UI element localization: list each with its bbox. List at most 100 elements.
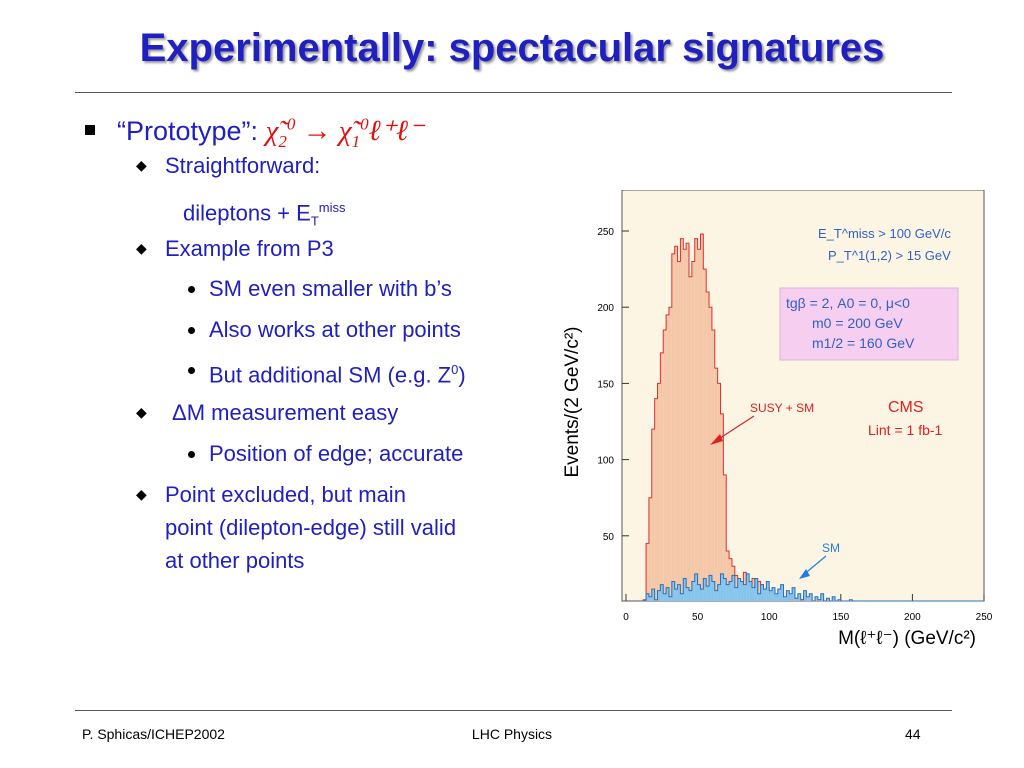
bar-susy-sm: [700, 234, 704, 601]
bar-sm: [772, 587, 775, 601]
bar-susy-sm: [703, 269, 707, 601]
bar-sm: [789, 593, 793, 601]
bar-sm: [648, 596, 652, 601]
diamond-bullet-icon: ◆: [136, 486, 147, 502]
bar-susy-sm: [691, 261, 695, 601]
bar-sm: [691, 581, 695, 601]
bar-sm: [706, 586, 710, 601]
bar-susy-sm: [666, 314, 669, 601]
bar-sm: [711, 581, 715, 601]
item-dileptons: dileptons + ETmiss: [183, 200, 346, 229]
bar-susy-sm: [726, 551, 730, 601]
bar-sm: [794, 598, 798, 601]
bar-susy-sm: [663, 330, 667, 601]
item-additional-sm: But additional SM (e.g. Z0): [209, 362, 466, 388]
bar-susy-sm: [646, 543, 649, 601]
y-tick-label: 150: [597, 379, 614, 390]
x-axis-label: M(ℓ⁺ℓ⁻) (GeV/c²): [838, 628, 976, 649]
bar-sm: [660, 584, 664, 601]
decay-formula: χ̃20 → χ̃10ℓ⁺ℓ⁻: [265, 114, 424, 151]
bar-susy-sm: [697, 249, 701, 601]
x-tick-label: 250: [976, 612, 993, 623]
bar-susy-sm: [720, 413, 724, 601]
item-point-excluded-1: Point excluded, but main: [165, 482, 406, 507]
item-delta-m: ΔM measurement easy: [172, 400, 399, 425]
slide-title: Experimentally: spectacular signatures: [139, 26, 885, 70]
bar-susy-sm: [714, 368, 718, 601]
bar-sm: [674, 589, 678, 601]
bar-sm: [786, 590, 790, 601]
bar-sm: [729, 581, 732, 601]
bar-sm: [654, 599, 658, 601]
bar-sm: [766, 581, 770, 601]
bar-sm: [777, 589, 781, 601]
bar-susy-sm: [654, 398, 658, 601]
bar-susy-sm: [689, 276, 692, 601]
y-tick-label: 250: [597, 227, 614, 238]
bar-susy-sm: [643, 599, 647, 601]
bar-sm: [671, 581, 675, 601]
bar-susy-sm: [686, 243, 690, 601]
bar-sm: [757, 593, 761, 601]
bar-sm: [683, 578, 687, 601]
susy-sm-label: SUSY + SM: [750, 401, 814, 415]
bar-sm: [737, 578, 741, 601]
cms-label: CMS: [888, 399, 924, 416]
bar-sm: [697, 584, 701, 601]
bar-sm: [714, 590, 718, 601]
bar-sm: [723, 578, 727, 601]
lumi-label: Lint = 1 fb-1: [868, 422, 943, 438]
bar-sm: [797, 593, 801, 601]
footer-page-number: 44: [905, 726, 921, 742]
bar-sm: [774, 593, 778, 601]
bar-susy-sm: [723, 474, 727, 601]
item-other-points: Also works at other points: [209, 317, 461, 342]
bar-sm: [680, 593, 684, 601]
bar-sm: [703, 578, 707, 601]
bar-sm: [837, 599, 841, 601]
bar-sm: [689, 590, 692, 601]
item-sm-smaller: SM even smaller with b’s: [209, 276, 452, 301]
bar-susy-sm: [651, 429, 655, 601]
sm-arrow-head: [799, 569, 810, 579]
bar-susy-sm: [711, 330, 715, 601]
item-edge-position: Position of edge; accurate: [209, 441, 464, 466]
sm-label: SM: [822, 541, 840, 555]
bar-sm: [809, 593, 813, 601]
bar-sm: [806, 596, 810, 601]
title-divider: [75, 92, 952, 93]
item-example-p3: Example from P3: [165, 236, 334, 261]
bar-susy-sm: [671, 253, 675, 602]
bar-sm: [754, 578, 758, 601]
bar-sm: [677, 584, 681, 601]
diamond-bullet-icon: ◆: [136, 404, 147, 420]
x-tick-label: 50: [692, 612, 704, 623]
params-line-2: m0 = 200 GeV: [812, 315, 903, 331]
bar-sm: [769, 590, 773, 601]
dot-bullet-icon: [188, 327, 195, 334]
bar-sm: [746, 573, 750, 601]
bar-sm: [668, 596, 672, 601]
bar-susy-sm: [683, 249, 687, 601]
bar-sm: [792, 587, 795, 601]
bar-sm: [717, 584, 721, 601]
y-tick-label: 200: [597, 303, 614, 314]
bar-sm: [726, 584, 730, 601]
bar-sm: [826, 598, 830, 601]
dot-bullet-icon: [188, 286, 195, 293]
bar-susy-sm: [694, 238, 698, 601]
diamond-bullet-icon: ◆: [136, 240, 147, 256]
bar-susy-sm: [757, 581, 761, 601]
params-line-1: tgβ = 2, A0 = 0, μ<0: [786, 295, 910, 311]
bar-susy-sm: [648, 497, 652, 601]
bar-sm: [731, 575, 735, 601]
bar-sm: [686, 587, 690, 601]
bar-sm: [720, 573, 724, 601]
x-tick-label: 0: [623, 612, 629, 623]
bar-sm: [849, 599, 853, 601]
bar-sm: [734, 587, 738, 601]
bar-sm: [651, 589, 655, 601]
bar-sm: [694, 573, 698, 601]
susy-arrow-head: [710, 434, 723, 445]
bar-susy-sm: [668, 307, 672, 601]
